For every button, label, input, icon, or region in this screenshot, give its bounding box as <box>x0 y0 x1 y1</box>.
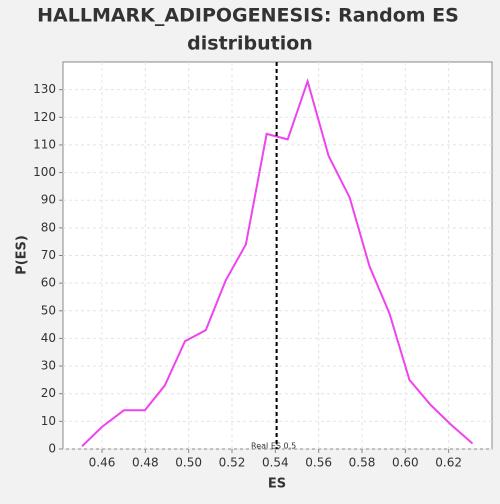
y-tick-label: 0 <box>48 442 56 456</box>
x-tick-label: 0.58 <box>349 456 376 470</box>
y-tick-label: 20 <box>41 386 56 400</box>
x-tick-label: 0.62 <box>435 456 462 470</box>
y-tick-label: 70 <box>41 248 56 262</box>
y-tick-label: 30 <box>41 359 56 373</box>
chart-title: HALLMARK_ADIPOGENESIS: Random ES <box>37 5 459 27</box>
y-tick-label: 60 <box>41 276 56 290</box>
x-axis-label: ES <box>268 477 286 492</box>
real-es-label: Real ES 0.5 <box>251 442 296 451</box>
y-axis-label: P(ES) <box>15 235 30 275</box>
y-tick-label: 40 <box>41 331 56 345</box>
x-tick-label: 0.60 <box>392 456 419 470</box>
y-tick-label: 130 <box>33 82 56 96</box>
y-tick-label: 110 <box>33 137 56 151</box>
x-tick-label: 0.54 <box>262 456 289 470</box>
line-series <box>81 77 474 447</box>
chart-title: distribution <box>187 33 313 55</box>
y-tick-label: 10 <box>41 414 56 428</box>
x-tick-label: 0.48 <box>132 456 159 470</box>
x-tick-label: 0.56 <box>305 456 332 470</box>
y-tick-label: 80 <box>41 220 56 234</box>
y-tick-label: 100 <box>33 165 56 179</box>
x-tick-label: 0.52 <box>219 456 246 470</box>
x-tick-label: 0.50 <box>175 456 202 470</box>
y-tick-label: 90 <box>41 193 56 207</box>
y-tick-label: 120 <box>33 110 56 124</box>
y-tick-label: 50 <box>41 303 56 317</box>
x-tick-label: 0.46 <box>89 456 116 470</box>
